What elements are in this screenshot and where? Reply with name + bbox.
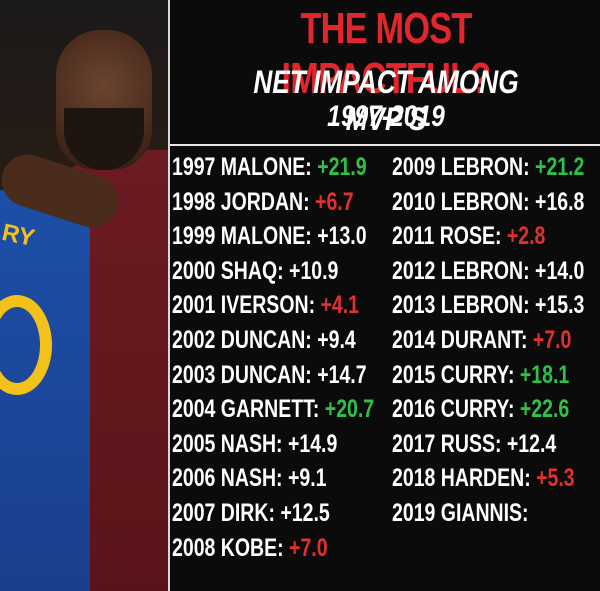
mvp-stat-row: 2018 HARDEN: +5.3: [392, 461, 584, 496]
mvp-season-label: 2003 DUNCAN:: [172, 360, 312, 389]
net-impact-value: +7.0: [289, 533, 328, 562]
mvp-stat-row: 2003 DUNCAN: +14.7: [172, 358, 374, 393]
net-impact-value: +14.7: [317, 360, 367, 389]
mvp-stat-row: 2012 LEBRON: +14.0: [392, 254, 584, 289]
net-impact-value: +7.0: [532, 325, 572, 354]
mvp-season-label: 1999 MALONE:: [172, 222, 312, 251]
mvp-season-label: 2017 RUSS:: [392, 429, 502, 458]
net-impact-value: +16.8: [535, 187, 585, 216]
header-separator: [170, 144, 600, 146]
mvp-stat-row: 2007 DIRK: +12.5: [172, 496, 374, 531]
mvp-season-label: 2012 LEBRON:: [392, 256, 530, 285]
mvp-season-label: 2007 DIRK:: [172, 498, 275, 527]
net-impact-value: +12.5: [280, 498, 330, 527]
mvp-season-label: 2018 HARDEN:: [392, 464, 531, 493]
mvp-stat-row: 2019 GIANNIS:: [392, 496, 584, 531]
mvp-season-label: 2010 LEBRON:: [392, 187, 530, 216]
net-impact-value: +15.3: [535, 291, 585, 320]
left-stats-column: 1997 MALONE: +21.9 1998 JORDAN: +6.7 1999 …: [172, 150, 431, 565]
net-impact-value: +18.1: [519, 360, 570, 389]
mvp-stat-row: 2002 DUNCAN: +9.4: [172, 323, 374, 358]
net-impact-value: +13.0: [317, 222, 367, 251]
mvp-stat-row: 2005 NASH: +14.9: [172, 427, 374, 462]
photo-divider: [168, 0, 170, 591]
mvp-stat-row: 2016 CURRY: +22.6: [392, 392, 584, 427]
net-impact-value: +6.7: [315, 187, 354, 216]
net-impact-value: +9.4: [317, 325, 356, 354]
mvp-stat-row: 1997 MALONE: +21.9: [172, 150, 374, 185]
net-impact-value: +5.3: [536, 464, 575, 493]
mvp-season-label: 2009 LEBRON:: [392, 153, 530, 181]
net-impact-value: +20.7: [324, 395, 375, 424]
mvp-stat-row: 2001 IVERSON: +4.1: [172, 288, 374, 323]
mvp-stat-row: 2008 KOBE: +7.0: [172, 531, 374, 566]
net-impact-value: +10.9: [289, 256, 339, 285]
mvp-stat-row: 2011 ROSE: +2.8: [392, 219, 584, 254]
mvp-season-label: 1997 MALONE:: [172, 153, 312, 181]
mvp-season-label: 2001 IVERSON:: [172, 291, 316, 320]
mvp-season-label: 1998 JORDAN:: [172, 187, 310, 216]
mvp-stat-row: 2010 LEBRON: +16.8: [392, 185, 584, 220]
page-title: THE MOST IMPACTFUL?: [281, 4, 492, 103]
mvp-stat-row: 2000 SHAQ: +10.9: [172, 254, 374, 289]
net-impact-value: +22.6: [519, 395, 570, 424]
mvp-stat-row: 2014 DURANT: +7.0: [392, 323, 584, 358]
mvp-stat-row: 1998 JORDAN: +6.7: [172, 185, 374, 220]
subtitle-line-1: NET IMPACT AMONG MVP'S: [253, 64, 519, 137]
right-stats-column: 2009 LEBRON: +21.2 2010 LEBRON: +16.8 2011…: [392, 150, 600, 531]
mvp-season-label: 2011 ROSE:: [392, 222, 502, 251]
mvp-season-label: 2019 GIANNIS:: [392, 498, 529, 527]
subtitle-line-2: 1997-2019: [327, 100, 445, 133]
net-impact-value: +9.1: [287, 464, 327, 493]
mvp-season-label: 2005 NASH:: [172, 429, 283, 458]
mvp-season-label: 2008 KOBE:: [172, 533, 284, 562]
net-impact-value: +4.1: [320, 291, 359, 320]
mvp-season-label: 2006 NASH:: [172, 464, 283, 493]
mvp-stat-row: 2006 NASH: +9.1: [172, 461, 374, 496]
mvp-season-label: 2000 SHAQ:: [172, 256, 284, 285]
mvp-stats-grid: 1997 MALONE: +21.9 1998 JORDAN: +6.7 1999 …: [172, 150, 600, 591]
player-beard: [64, 108, 144, 170]
mvp-season-label: 2002 DUNCAN:: [172, 325, 312, 354]
mvp-season-label: 2014 DURANT:: [392, 325, 528, 354]
mvp-season-label: 2016 CURRY:: [392, 395, 515, 424]
mvp-stat-row: 2009 LEBRON: +21.2: [392, 150, 584, 185]
mvp-season-label: 2004 GARNETT:: [172, 395, 320, 424]
net-impact-value: +14.9: [287, 429, 338, 458]
mvp-stat-row: 2013 LEBRON: +15.3: [392, 288, 584, 323]
mvp-stat-row: 2017 RUSS: +12.4: [392, 427, 584, 462]
net-impact-value: +21.9: [317, 153, 367, 181]
player-photo: RY: [0, 0, 168, 591]
net-impact-value: +2.8: [506, 222, 546, 251]
mvp-season-label: 2015 CURRY:: [392, 360, 515, 389]
net-impact-value: +12.4: [506, 429, 557, 458]
mvp-season-label: 2013 LEBRON:: [392, 291, 530, 320]
net-impact-value: +14.0: [535, 256, 585, 285]
mvp-stat-row: 2015 CURRY: +18.1: [392, 358, 584, 393]
mvp-stat-row: 2004 GARNETT: +20.7: [172, 392, 374, 427]
mvp-stat-row: 1999 MALONE: +13.0: [172, 219, 374, 254]
net-impact-value: +21.2: [535, 153, 585, 181]
